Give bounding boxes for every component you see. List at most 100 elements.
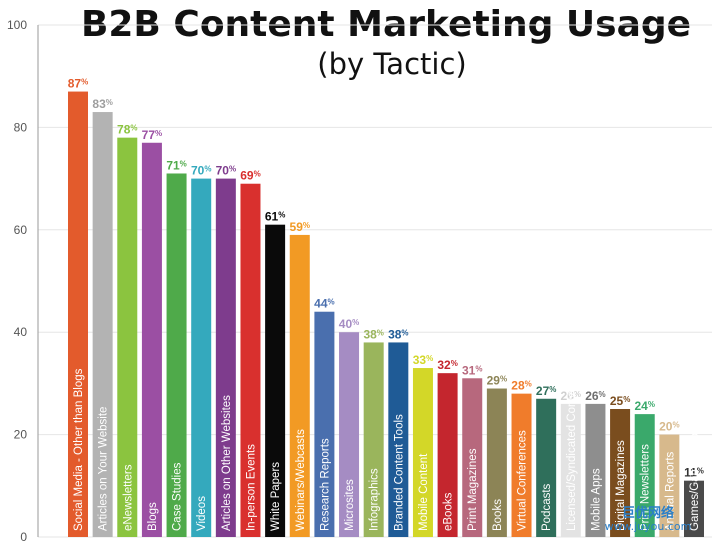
bar — [215, 178, 236, 537]
bar-category-label: Mobile Content — [418, 453, 430, 531]
bar-group: 26% Mobile Apps — [585, 389, 606, 537]
y-tick-label: 20 — [14, 428, 28, 442]
bar-value-suffix: % — [574, 390, 581, 399]
bar-value-suffix: % — [106, 98, 113, 107]
bar-category-label: Branded Content Tools — [393, 414, 405, 531]
bar-category-label: Books — [492, 499, 504, 531]
bar — [684, 480, 704, 537]
bar-value: 33 — [413, 353, 427, 367]
bar — [339, 332, 360, 537]
y-axis: 0 20 40 60 80 100 — [7, 18, 39, 541]
bar — [412, 368, 433, 537]
bar-value-suffix: % — [648, 400, 655, 409]
bar — [610, 409, 631, 537]
bar-category-label: Print Newsletters — [640, 444, 652, 531]
bar-value: 20 — [659, 420, 673, 434]
bar-value-suffix: % — [426, 354, 433, 363]
bar-category-label: Licensed/Syndicated Content — [566, 381, 578, 531]
bar-group: 28% Virtual Conferences — [511, 379, 532, 537]
bar-group: 38% Branded Content Tools — [388, 327, 409, 537]
bar-group: 87% Social Media - Other than Blogs — [68, 77, 88, 537]
bar-layer: 87% Social Media - Other than Blogs 83% Art… — [68, 77, 704, 538]
bar-value-label: 33% — [413, 353, 433, 367]
bar-value: 27 — [536, 384, 550, 398]
bar-group: 78% eNewsletters — [117, 123, 138, 537]
bar — [92, 112, 113, 537]
bar-value-label: 69% — [240, 169, 260, 183]
bar-value-suffix: % — [278, 211, 285, 220]
bar-category-label: Case Studies — [172, 462, 184, 531]
y-tick-label: 80 — [14, 120, 28, 134]
bar-group: 25% Digital Magazines — [610, 394, 630, 537]
bar-value-label: 26% — [561, 389, 581, 403]
bar-group: 44% Research Reports — [314, 297, 335, 537]
bar — [560, 403, 581, 537]
bar-group: 27% Podcasts — [536, 384, 556, 537]
bar-value-label: 27% — [536, 384, 556, 398]
bar-value-label: 24% — [634, 399, 654, 413]
y-tick-label: 40 — [14, 325, 28, 339]
bar-value-label: 70% — [191, 164, 211, 178]
bar-value-suffix: % — [401, 328, 408, 337]
bar-value-label: 28% — [511, 379, 531, 393]
y-tick-label: 60 — [14, 223, 28, 237]
bar-value: 26 — [585, 389, 599, 403]
bar-value: 44 — [314, 297, 328, 311]
bar-value-label: 71% — [166, 158, 186, 172]
bar-category-label: Mobile Apps — [590, 468, 602, 531]
bar — [536, 398, 557, 537]
bar-group: 24% Print Newsletters — [634, 399, 655, 537]
bar-value-suffix: % — [549, 385, 556, 394]
bar — [462, 378, 483, 537]
bar-value: 32 — [437, 358, 451, 372]
bar-category-label: White Papers — [270, 462, 282, 531]
bar-group: 38% Infographics — [363, 327, 384, 537]
bar-value: 38 — [388, 327, 402, 341]
bar-value-label: 59% — [290, 220, 310, 234]
bar-value-suffix: % — [155, 129, 162, 138]
bar-value-label: 87% — [68, 77, 88, 91]
watermark-line2: www.juyou.com — [605, 520, 692, 533]
bar-group: 61% White Papers — [265, 210, 285, 537]
bar-group: 31% Print Magazines — [462, 363, 482, 537]
bar-value: 87 — [68, 77, 82, 91]
bar-value: 69 — [240, 169, 254, 183]
watermark: 巨优网络 www.juyou.com — [605, 505, 692, 533]
bar-value-label: 26% — [585, 389, 605, 403]
bar-value-label: 11% — [684, 466, 704, 480]
bar-value-label: 38% — [388, 327, 408, 341]
bar — [585, 403, 606, 537]
bar-group: 70% Videos — [191, 164, 211, 537]
bar-value-label: 70% — [216, 164, 236, 178]
bar — [659, 434, 680, 537]
bar-value-suffix: % — [229, 165, 236, 174]
bar-category-label: Infographics — [369, 468, 381, 531]
bar-value-suffix: % — [377, 328, 384, 337]
bar-value-suffix: % — [130, 124, 137, 133]
bar-value: 59 — [290, 220, 304, 234]
bar — [191, 178, 212, 537]
bar-category-label: Annual Reports — [664, 451, 676, 531]
bar-value-suffix: % — [328, 298, 335, 307]
bar-value-suffix: % — [500, 375, 507, 384]
bar — [141, 142, 162, 537]
bar-value: 70 — [191, 164, 205, 178]
bar-value-label: 25% — [610, 394, 630, 408]
bar-category-label: eNewsletters — [122, 464, 134, 531]
bar-value-suffix: % — [475, 364, 482, 373]
bar-value: 71 — [166, 158, 180, 172]
bar-value-label: 20% — [659, 420, 679, 434]
bar-group: 83% Articles on Your Website — [92, 97, 113, 537]
bar-value-suffix: % — [81, 78, 88, 87]
bar — [388, 342, 409, 537]
bar-value-label: 32% — [437, 358, 457, 372]
bar-value: 11 — [684, 466, 697, 480]
bar — [166, 173, 187, 538]
bar-group: 59% Webinars/Webcasts — [290, 220, 310, 538]
bar-value-suffix: % — [180, 159, 187, 168]
bar-value-label: 61% — [265, 210, 285, 224]
bar-group: 20% Annual Reports — [659, 420, 680, 537]
bar-value: 29 — [487, 374, 501, 388]
bar-category-label: Podcasts — [541, 483, 553, 531]
bar-category-label: Articles on Other Websites — [221, 395, 233, 531]
